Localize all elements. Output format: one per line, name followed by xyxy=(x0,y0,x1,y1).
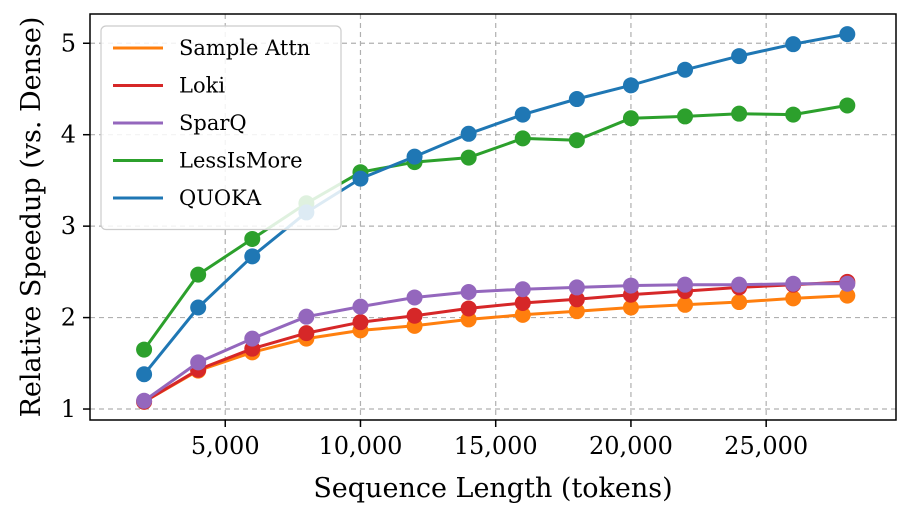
data-point-quoka xyxy=(406,148,423,165)
y-axis-label: Relative Speedup (vs. Dense) xyxy=(16,17,47,418)
data-point-sparq xyxy=(839,275,856,292)
data-point-quoka xyxy=(514,106,531,123)
legend-label-lessismore: LessIsMore xyxy=(179,149,303,173)
data-point-sparq xyxy=(677,276,694,293)
data-point-sparq xyxy=(785,275,802,292)
legend-box xyxy=(100,25,342,231)
series-quoka xyxy=(136,26,856,383)
data-point-quoka xyxy=(568,91,585,108)
data-point-lessismore xyxy=(460,149,477,166)
data-point-lessismore xyxy=(514,130,531,147)
data-point-lessismore xyxy=(785,106,802,123)
legend-label-sample-attn: Sample Attn xyxy=(179,36,310,60)
data-point-quoka xyxy=(785,36,802,53)
series-line-loki xyxy=(143,280,848,403)
y-tick-label: 1 xyxy=(61,395,76,423)
data-point-sparq xyxy=(460,283,477,300)
x-tick-label: 10,000 xyxy=(318,432,402,460)
y-tick-label: 2 xyxy=(61,304,76,332)
x-axis-label: Sequence Length (tokens) xyxy=(313,473,672,504)
plot-frame xyxy=(89,13,897,421)
x-tick-label: 25,000 xyxy=(724,432,808,460)
data-point-loki xyxy=(460,300,477,317)
data-point-sparq xyxy=(352,298,369,315)
data-point-lessismore xyxy=(136,341,153,358)
data-point-sparq xyxy=(244,330,261,347)
tick-labels: 5,000 10,000 15,000 20,000 25,000 1 2 3 4 5 xyxy=(61,29,808,460)
data-point-quoka xyxy=(622,77,639,94)
data-point-sample-attn xyxy=(622,299,639,316)
data-point-quoka xyxy=(244,248,261,265)
legend: Sample Attn Loki SparQ LessIsMore QUOKA xyxy=(100,25,342,231)
data-point-sample-attn xyxy=(677,296,694,313)
data-point-sparq xyxy=(568,279,585,296)
series-line-quoka xyxy=(142,32,848,376)
data-point-lessismore xyxy=(190,266,207,283)
data-point-sample-attn xyxy=(731,294,748,311)
data-point-sample-attn xyxy=(839,287,856,304)
series-line-sparq xyxy=(143,282,848,403)
data-point-sparq xyxy=(406,289,423,306)
x-tick-label: 15,000 xyxy=(454,432,538,460)
y-tick-label: 3 xyxy=(61,212,76,240)
axis-ticks xyxy=(83,42,767,427)
data-point-quoka xyxy=(839,26,856,43)
series-layer xyxy=(136,26,856,410)
data-point-lessismore xyxy=(839,97,856,114)
data-point-lessismore xyxy=(568,132,585,149)
data-point-sparq xyxy=(136,392,153,409)
data-point-quoka xyxy=(136,366,153,383)
data-point-loki xyxy=(568,291,585,308)
legend-label-sparq: SparQ xyxy=(179,111,247,135)
data-point-quoka xyxy=(731,48,748,65)
data-point-quoka xyxy=(460,125,477,142)
x-tick-label: 5,000 xyxy=(191,432,260,460)
data-point-quoka xyxy=(352,170,369,187)
series-sparq xyxy=(136,275,856,409)
data-point-lessismore xyxy=(731,105,748,122)
data-point-loki xyxy=(406,307,423,324)
data-point-lessismore xyxy=(677,108,694,125)
data-point-sparq xyxy=(190,354,207,371)
data-point-quoka xyxy=(677,61,694,78)
data-point-lessismore xyxy=(244,230,261,247)
x-tick-label: 20,000 xyxy=(589,432,673,460)
y-tick-label: 5 xyxy=(61,29,76,57)
data-point-sample-attn xyxy=(460,311,477,328)
data-point-sample-attn xyxy=(568,303,585,320)
data-point-quoka xyxy=(190,299,207,316)
data-point-loki xyxy=(298,325,315,342)
data-point-sparq xyxy=(731,276,748,293)
series-line-lessismore xyxy=(142,103,848,351)
data-point-loki xyxy=(514,294,531,311)
legend-label-loki: Loki xyxy=(179,74,225,98)
data-point-sparq xyxy=(514,281,531,298)
data-point-sample-attn xyxy=(514,306,531,323)
y-tick-label: 4 xyxy=(61,121,76,149)
series-line-sample-attn xyxy=(143,294,848,404)
data-point-lessismore xyxy=(622,110,639,127)
data-point-sample-attn xyxy=(785,290,802,307)
legend-label-quoka: QUOKA xyxy=(179,186,262,210)
data-point-loki xyxy=(352,314,369,331)
data-point-sparq xyxy=(298,308,315,325)
data-point-sparq xyxy=(622,277,639,294)
